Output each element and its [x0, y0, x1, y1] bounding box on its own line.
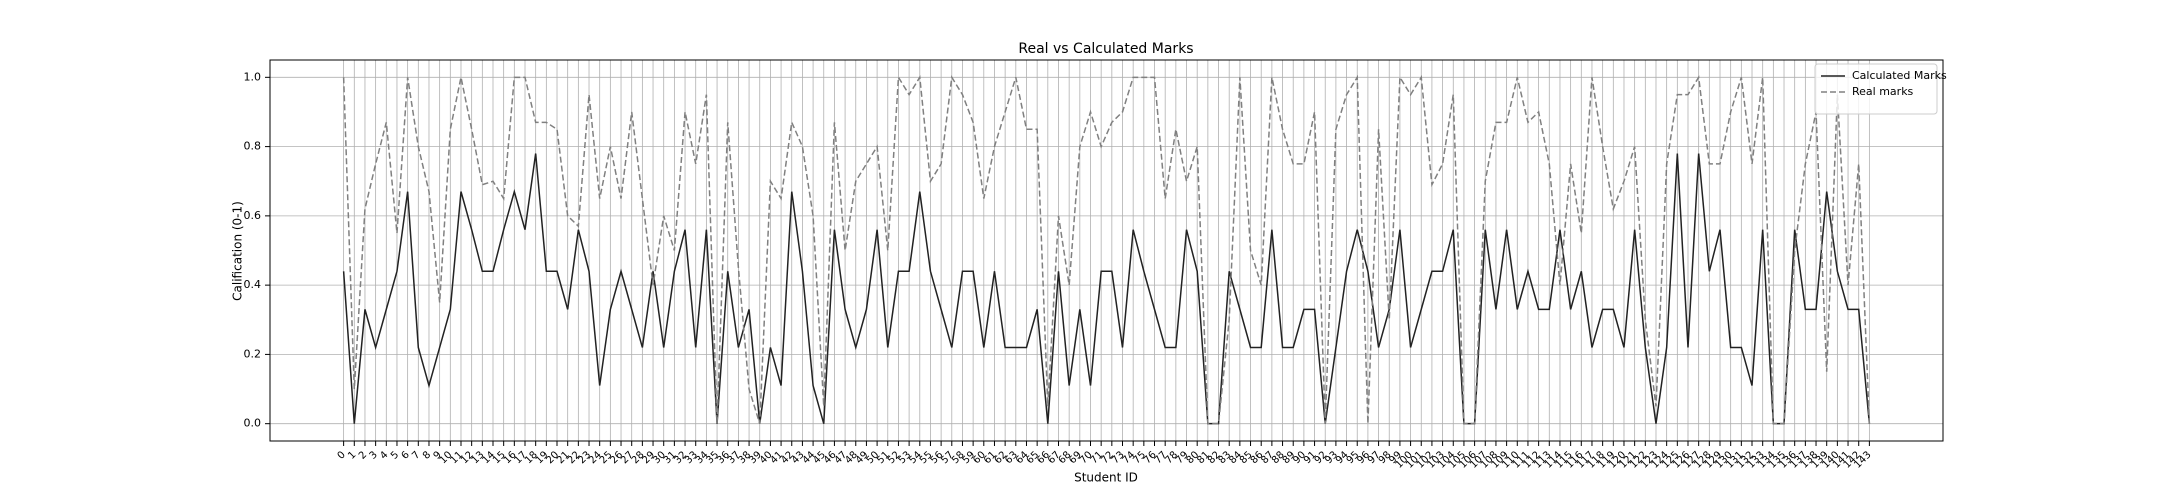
y-axis-label: Calification (0-1) — [231, 201, 245, 301]
line — [342, 74, 1871, 425]
chart-title: Real vs Calculated Marks — [1018, 41, 1193, 57]
y-tick-label: 0.8 — [244, 140, 262, 153]
y-tick-label: 1.0 — [244, 70, 262, 83]
y-tick-label: 0.2 — [244, 347, 262, 360]
line — [342, 153, 1871, 425]
legend-label: Real marks — [1852, 85, 1914, 98]
plot-frame — [269, 59, 1944, 442]
y-tick-label: 0.4 — [244, 278, 262, 291]
y-tick-label: 0.6 — [244, 209, 262, 222]
x-axis-label: Student ID — [1074, 471, 1138, 485]
legend-label: Calculated Marks — [1852, 69, 1947, 82]
y-tick-label: 0.0 — [244, 417, 262, 430]
legend — [1814, 63, 1938, 115]
